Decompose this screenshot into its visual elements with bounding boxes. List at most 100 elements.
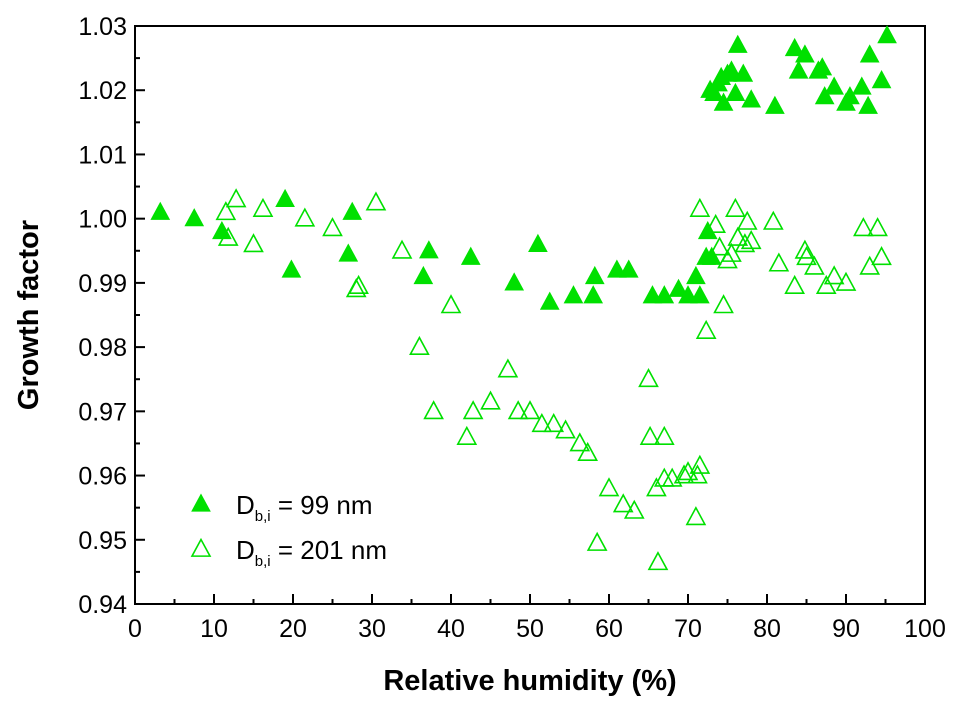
- y-tick-label: 1.03: [78, 13, 127, 41]
- data-point-open: [871, 246, 892, 266]
- data-point-open: [555, 419, 576, 439]
- legend-triangle-open: [190, 537, 212, 557]
- data-point-open: [569, 432, 591, 452]
- y-axis-ticks: 0.94 0.95 0.96 0.97 0.98 0.99 1.00 1.01 1.02 1.03: [78, 13, 145, 619]
- data-point-filled: [654, 285, 675, 304]
- data-point-filled: [788, 60, 809, 79]
- x-tick-label: 80: [753, 615, 781, 643]
- data-point-filled: [618, 259, 639, 278]
- data-point-filled: [733, 63, 754, 82]
- data-point-filled: [840, 86, 860, 105]
- data-point-filled: [824, 76, 844, 95]
- data-point-filled: [871, 70, 892, 89]
- y-tick-label: 0.96: [78, 463, 127, 491]
- data-point-filled: [504, 272, 525, 291]
- data-point-open: [661, 467, 683, 487]
- data-point-filled: [563, 285, 584, 304]
- data-point-open: [322, 217, 343, 237]
- y-tick-label: 0.97: [78, 398, 127, 426]
- data-point-open: [638, 368, 659, 388]
- data-point-open: [784, 274, 805, 295]
- legend-label-99nm: Db,i = 99 nm: [236, 490, 373, 525]
- data-point-open: [804, 255, 825, 275]
- data-point-filled: [795, 44, 815, 63]
- data-point-open: [794, 239, 816, 259]
- data-point-open: [736, 210, 758, 230]
- x-axis-title: Relative humidity (%): [383, 665, 676, 697]
- data-point-open: [796, 246, 817, 266]
- data-point-open: [859, 255, 881, 275]
- x-tick-label: 90: [832, 615, 860, 643]
- y-tick-label: 1.02: [78, 77, 127, 105]
- data-point-filled: [583, 285, 604, 304]
- data-point-open: [480, 390, 501, 410]
- data-point-open: [867, 217, 888, 237]
- data-point-open: [646, 477, 667, 497]
- data-point-open: [348, 274, 369, 295]
- data-point-filled: [281, 259, 302, 278]
- data-point-filled: [678, 285, 698, 304]
- series-99nm: [150, 25, 897, 310]
- data-point-open: [853, 217, 874, 237]
- data-point-filled: [721, 60, 742, 79]
- data-point-open: [695, 319, 717, 339]
- x-tick-label: 100: [904, 615, 946, 643]
- data-point-filled: [859, 44, 880, 63]
- data-point-filled: [784, 37, 805, 57]
- data-point-open: [725, 197, 746, 217]
- data-point-open: [531, 412, 553, 433]
- data-point-open: [705, 213, 726, 234]
- x-tick-label: 60: [595, 615, 623, 643]
- data-point-open: [639, 425, 661, 445]
- data-point-open: [462, 400, 484, 420]
- data-point-filled: [528, 233, 548, 252]
- data-point-filled: [727, 34, 748, 53]
- data-point-open: [243, 233, 264, 253]
- data-point-filled: [338, 243, 359, 262]
- data-point-open: [294, 207, 316, 227]
- x-tick-label: 30: [358, 615, 386, 643]
- data-point-filled: [814, 86, 835, 105]
- data-point-filled: [812, 57, 833, 76]
- data-point-filled: [212, 220, 232, 240]
- data-point-open: [612, 493, 634, 513]
- data-point-filled: [539, 291, 560, 310]
- data-point-filled: [701, 246, 722, 265]
- data-point-filled: [713, 92, 734, 111]
- data-point-filled: [413, 265, 434, 285]
- data-point-open: [768, 252, 790, 272]
- data-point-open: [440, 294, 462, 314]
- data-point-open: [653, 425, 675, 445]
- data-point-open: [497, 358, 519, 378]
- legend-marker-filled-triangle: [191, 493, 211, 512]
- x-tick-label: 40: [437, 615, 465, 643]
- data-point-open: [709, 236, 730, 256]
- data-point-open: [647, 551, 669, 571]
- data-point-filled: [704, 82, 724, 102]
- data-point-open: [673, 464, 695, 484]
- data-point-open: [507, 400, 529, 420]
- data-point-filled: [697, 220, 718, 240]
- data-point-open: [225, 188, 247, 208]
- data-point-open: [727, 226, 749, 246]
- data-point-open: [365, 191, 387, 211]
- data-point-open: [721, 242, 742, 262]
- series-201nm: [215, 188, 892, 571]
- data-point-open: [734, 233, 756, 253]
- data-point-filled: [642, 285, 663, 304]
- data-point-filled: [460, 246, 481, 265]
- data-point-open: [685, 506, 707, 526]
- data-points: [150, 25, 897, 571]
- data-point-open: [543, 412, 565, 433]
- legend-label-201nm: Db,i = 201 nm: [236, 535, 387, 570]
- data-point-open: [823, 265, 845, 285]
- data-point-open: [623, 499, 645, 519]
- data-point-filled: [858, 95, 878, 114]
- y-tick-label: 1.00: [78, 206, 127, 234]
- data-point-open: [577, 441, 599, 462]
- data-point-open: [391, 239, 413, 259]
- data-point-open: [713, 294, 734, 314]
- x-tick-label: 70: [674, 615, 702, 643]
- data-point-filled: [668, 278, 689, 297]
